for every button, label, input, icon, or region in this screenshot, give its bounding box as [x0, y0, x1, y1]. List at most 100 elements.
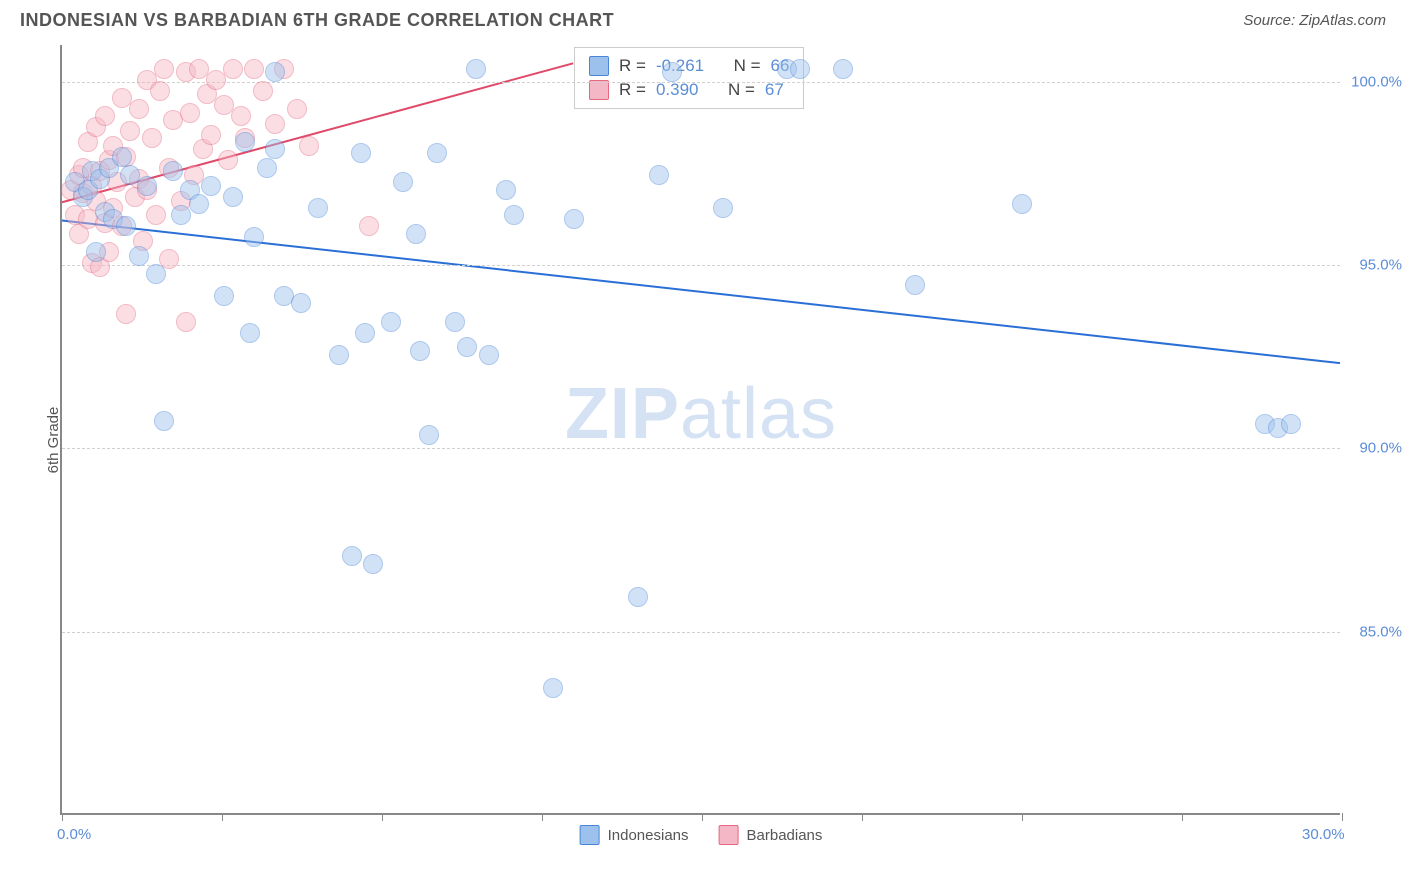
- x-tick: [222, 813, 223, 821]
- scatter-point-indonesians: [240, 323, 260, 343]
- scatter-point-barbadians: [253, 81, 273, 101]
- legend-swatch-barbadians-icon: [719, 825, 739, 845]
- scatter-point-indonesians: [662, 62, 682, 82]
- scatter-point-indonesians: [257, 158, 277, 178]
- scatter-point-barbadians: [287, 99, 307, 119]
- scatter-point-indonesians: [154, 411, 174, 431]
- y-tick-label: 100.0%: [1351, 73, 1402, 90]
- y-tick-label: 95.0%: [1359, 257, 1402, 274]
- scatter-point-barbadians: [116, 304, 136, 324]
- scatter-point-barbadians: [95, 106, 115, 126]
- scatter-point-indonesians: [713, 198, 733, 218]
- swatch-barbadians-icon: [589, 80, 609, 100]
- x-tick: [1022, 813, 1023, 821]
- n-value-barbadians: 67: [765, 80, 784, 100]
- scatter-point-indonesians: [504, 205, 524, 225]
- scatter-point-indonesians: [479, 345, 499, 365]
- x-tick: [702, 813, 703, 821]
- scatter-point-indonesians: [163, 161, 183, 181]
- legend-label-indonesians: Indonesians: [608, 827, 689, 844]
- plot-area: ZIPatlas R = -0.261 N = 66 R = 0.390 N =…: [60, 45, 1340, 815]
- scatter-point-barbadians: [150, 81, 170, 101]
- scatter-point-indonesians: [201, 176, 221, 196]
- x-tick-label: 0.0%: [57, 826, 91, 843]
- scatter-point-barbadians: [244, 59, 264, 79]
- scatter-point-indonesians: [381, 312, 401, 332]
- scatter-point-indonesians: [393, 172, 413, 192]
- scatter-point-indonesians: [351, 143, 371, 163]
- scatter-point-indonesians: [466, 59, 486, 79]
- scatter-point-barbadians: [154, 59, 174, 79]
- scatter-point-indonesians: [1012, 194, 1032, 214]
- x-tick: [62, 813, 63, 821]
- scatter-point-indonesians: [1281, 414, 1301, 434]
- scatter-point-indonesians: [905, 275, 925, 295]
- scatter-point-barbadians: [299, 136, 319, 156]
- scatter-point-barbadians: [265, 114, 285, 134]
- scatter-point-indonesians: [265, 139, 285, 159]
- scatter-point-indonesians: [265, 62, 285, 82]
- scatter-point-indonesians: [137, 176, 157, 196]
- y-tick-label: 90.0%: [1359, 440, 1402, 457]
- r-label: R =: [619, 80, 646, 100]
- watermark-atlas: atlas: [680, 374, 837, 454]
- scatter-point-indonesians: [355, 323, 375, 343]
- scatter-point-barbadians: [176, 312, 196, 332]
- scatter-point-indonesians: [363, 554, 383, 574]
- scatter-point-indonesians: [427, 143, 447, 163]
- x-tick: [1182, 813, 1183, 821]
- stats-row-indonesians: R = -0.261 N = 66: [589, 54, 789, 78]
- scatter-point-indonesians: [86, 242, 106, 262]
- chart-title: INDONESIAN VS BARBADIAN 6TH GRADE CORREL…: [20, 10, 614, 31]
- legend-label-barbadians: Barbadians: [747, 827, 823, 844]
- scatter-point-indonesians: [116, 216, 136, 236]
- x-tick: [382, 813, 383, 821]
- gridline-h: [62, 265, 1340, 266]
- gridline-h: [62, 448, 1340, 449]
- trend-lines-svg: [62, 45, 1340, 813]
- x-tick: [862, 813, 863, 821]
- scatter-point-barbadians: [120, 121, 140, 141]
- legend-swatch-indonesians-icon: [580, 825, 600, 845]
- scatter-point-indonesians: [308, 198, 328, 218]
- y-tick-label: 85.0%: [1359, 623, 1402, 640]
- scatter-point-barbadians: [142, 128, 162, 148]
- scatter-point-indonesians: [329, 345, 349, 365]
- scatter-point-barbadians: [359, 216, 379, 236]
- r-value-barbadians: 0.390: [656, 80, 699, 100]
- r-label: R =: [619, 56, 646, 76]
- source-value: ZipAtlas.com: [1299, 12, 1386, 29]
- scatter-point-indonesians: [649, 165, 669, 185]
- n-label: N =: [728, 80, 755, 100]
- legend-item-barbadians: Barbadians: [719, 825, 823, 845]
- scatter-point-indonesians: [410, 341, 430, 361]
- scatter-point-indonesians: [419, 425, 439, 445]
- chart-container: 6th Grade ZIPatlas R = -0.261 N = 66 R =…: [60, 45, 1380, 835]
- scatter-point-indonesians: [406, 224, 426, 244]
- x-tick-label: 30.0%: [1302, 826, 1345, 843]
- scatter-point-barbadians: [223, 59, 243, 79]
- source-label: Source:: [1243, 12, 1299, 29]
- scatter-point-indonesians: [291, 293, 311, 313]
- watermark: ZIPatlas: [565, 373, 837, 455]
- x-tick: [542, 813, 543, 821]
- n-label: N =: [734, 56, 761, 76]
- scatter-point-indonesians: [129, 246, 149, 266]
- scatter-point-indonesians: [543, 678, 563, 698]
- scatter-point-barbadians: [201, 125, 221, 145]
- scatter-point-indonesians: [189, 194, 209, 214]
- scatter-point-indonesians: [342, 546, 362, 566]
- scatter-point-barbadians: [129, 99, 149, 119]
- scatter-point-barbadians: [146, 205, 166, 225]
- source-attribution: Source: ZipAtlas.com: [1243, 12, 1386, 29]
- scatter-point-indonesians: [628, 587, 648, 607]
- scatter-point-indonesians: [457, 337, 477, 357]
- scatter-point-indonesians: [214, 286, 234, 306]
- scatter-point-indonesians: [564, 209, 584, 229]
- scatter-point-barbadians: [231, 106, 251, 126]
- legend-item-indonesians: Indonesians: [580, 825, 689, 845]
- x-tick: [1342, 813, 1343, 821]
- scatter-point-indonesians: [235, 132, 255, 152]
- scatter-point-indonesians: [790, 59, 810, 79]
- scatter-point-barbadians: [218, 150, 238, 170]
